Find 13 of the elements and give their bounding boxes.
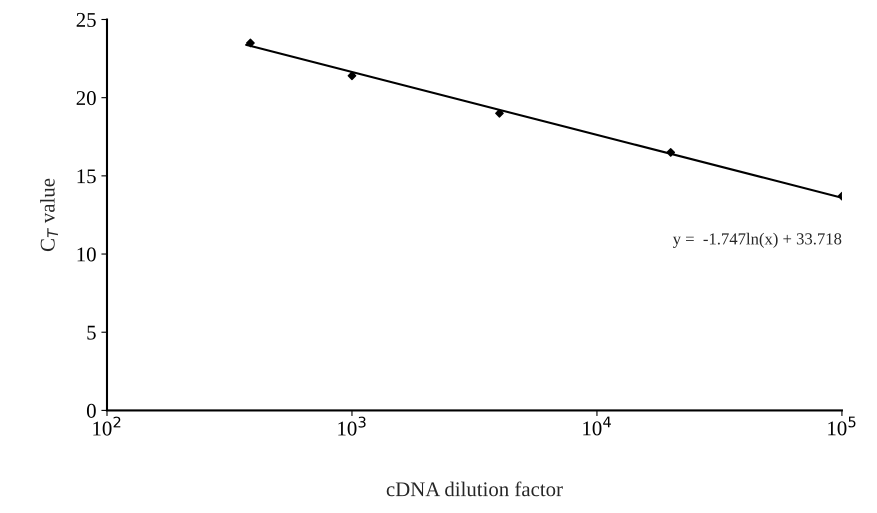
y-tick-label: 15 bbox=[78, 169, 96, 184]
y-tick-label: 5 bbox=[87, 326, 96, 340]
y-axis-title: C$_{T}$ value bbox=[40, 178, 58, 252]
x-tick-label: 10$^{4}$ bbox=[583, 416, 611, 436]
y-tick-label: 25 bbox=[76, 12, 96, 27]
y-tick-label: 20 bbox=[76, 91, 96, 106]
y-tick-label: 10 bbox=[78, 247, 96, 262]
x-tick-label: 10$^{3}$ bbox=[338, 416, 366, 436]
x-axis-title: cDNA dilution factor bbox=[386, 481, 563, 496]
x-tick-label: 10$^{2}$ bbox=[93, 416, 120, 436]
y-tick-label: 0 bbox=[86, 404, 96, 418]
x-tick-label: 10$^{5}$ bbox=[828, 416, 856, 436]
annotation: y = -1.747ln(x) + 33.718 bbox=[672, 232, 842, 248]
